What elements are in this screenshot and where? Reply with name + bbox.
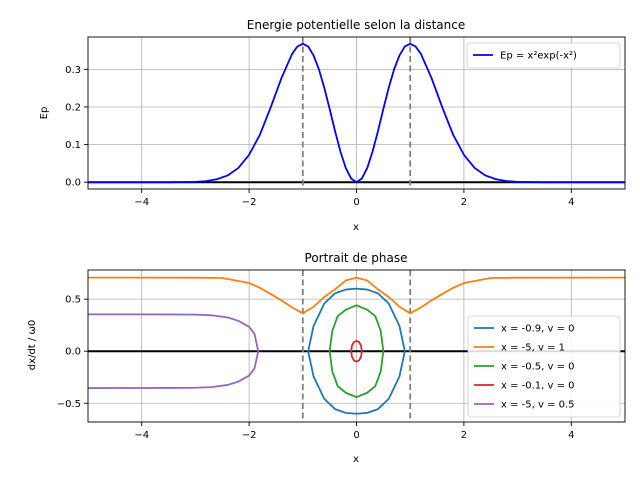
y-tick-label: 0.0	[65, 347, 81, 358]
series-line-0	[307, 287, 406, 415]
series-line-1	[88, 276, 625, 315]
series-line-0	[88, 42, 625, 184]
legend: Ep = x²exp(-x²)	[466, 42, 621, 69]
legend-label-3: x = -0.1, v = 0	[501, 381, 575, 392]
x-tick-label: 0	[353, 197, 359, 208]
x-axis-label: x	[353, 222, 359, 233]
x-tick-label: −4	[134, 430, 149, 441]
x-tick-label: 2	[461, 430, 467, 441]
x-tick-label: 0	[353, 430, 359, 441]
y-axis-label: Ep	[39, 107, 50, 120]
x-axis-label: x	[353, 454, 359, 465]
chart-title: Portrait de phase	[305, 251, 408, 265]
plot-area	[88, 37, 625, 189]
y-tick-label: −0.5	[57, 399, 81, 410]
y-tick-label: 0.5	[65, 295, 81, 306]
y-axis-label: dx/dt / ω0	[27, 320, 38, 370]
chart-title: Energie potentielle selon la distance	[247, 18, 465, 32]
x-tick-label: 4	[568, 430, 574, 441]
y-tick-label: 0.2	[65, 102, 81, 113]
legend-box	[466, 42, 621, 69]
series-line-4	[88, 313, 260, 389]
x-tick-label: −4	[134, 197, 149, 208]
legend-label-1: x = -5, v = 1	[501, 343, 565, 354]
x-tick-label: −2	[242, 197, 257, 208]
legend-label-0: x = -0.9, v = 0	[501, 324, 575, 335]
phase-portrait-chart: Portrait de phase x dx/dt / ω0 −4 −2 0 2 4 −0…	[27, 251, 626, 465]
series-line-3	[350, 339, 363, 363]
legend-box	[467, 315, 621, 418]
y-tick-label: 0.0	[65, 178, 81, 189]
y-tick-label: 0.3	[65, 65, 81, 76]
legend-label-4: x = -5, v = 0.5	[501, 400, 575, 411]
potential-energy-chart: Energie potentielle selon la distance x …	[39, 18, 626, 233]
x-tick-label: −2	[242, 430, 257, 441]
series-line-2	[328, 304, 385, 399]
legend: x = -0.9, v = 0 x = -5, v = 1 x = -0.5, v …	[467, 315, 621, 418]
x-tick-label: 4	[568, 197, 574, 208]
legend-label-0: Ep = x²exp(-x²)	[500, 51, 577, 62]
x-tick-label: 2	[461, 197, 467, 208]
y-tick-label: 0.1	[65, 140, 81, 151]
legend-label-2: x = -0.5, v = 0	[501, 362, 575, 373]
